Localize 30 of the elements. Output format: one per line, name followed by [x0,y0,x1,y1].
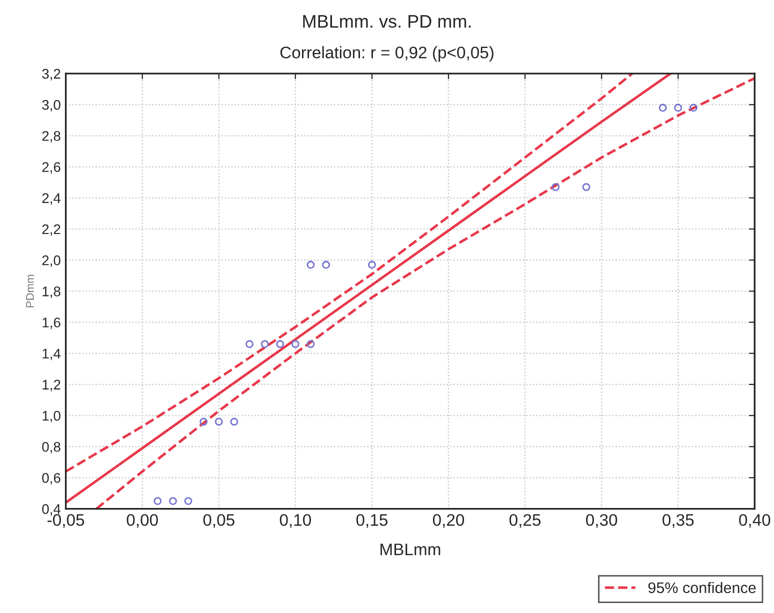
y-tick-label: 3,2 [42,68,60,80]
x-tick-label: 0,05 [203,514,234,528]
x-tick-label: 0,35 [662,514,694,528]
y-axis-title: PDmm [26,274,34,308]
y-tick-label: 3,0 [42,100,60,112]
chart-subtitle: Correlation: r = 0,92 (p<0,05) [280,46,494,62]
x-tick-label: 0,30 [586,514,618,528]
y-tick-label: 0,6 [42,473,60,485]
y-tick-label: 1,6 [42,318,60,330]
x-tick-label: 0,15 [356,514,388,528]
x-axis-title: MBLmm [380,544,440,556]
x-tick-label: 0,10 [280,514,311,528]
x-tick-label: -0,05 [48,514,84,528]
x-tick-label: 0,00 [126,514,158,528]
y-tick-label: 2,0 [42,255,60,267]
y-tick-label: 1,2 [42,380,60,392]
y-tick-label: 1,8 [42,286,60,298]
x-tick-label: 0,20 [432,514,464,528]
chart-title: MBLmm. vs. PD mm. [303,15,471,28]
legend-label: 95% confidence [648,582,756,594]
y-tick-label: 2,4 [42,193,61,205]
y-tick-label: 1,0 [42,410,60,422]
y-tick-label: 2,6 [42,162,60,174]
x-tick-label: 0,25 [509,514,541,528]
y-tick-label: 1,4 [42,348,61,360]
x-tick-label: 0,40 [739,514,770,528]
y-tick-label: 2,2 [42,224,60,236]
y-tick-label: 2,8 [42,131,60,143]
y-tick-label: 0,4 [42,504,61,516]
y-tick-label: 0,8 [42,442,60,454]
